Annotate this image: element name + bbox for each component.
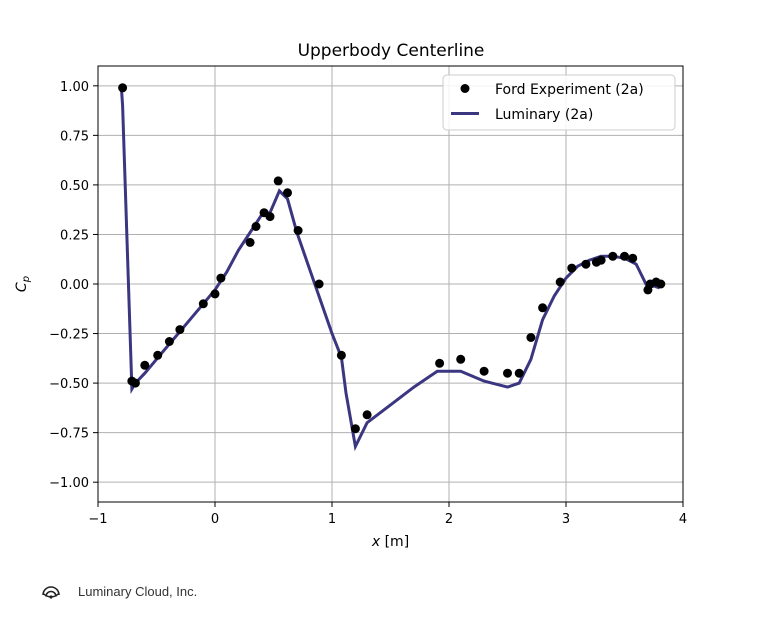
x-axis-label: x [m]: [371, 534, 409, 550]
data-point-experiment: [479, 366, 489, 376]
data-point-experiment: [628, 253, 638, 263]
footer-company-name: Luminary Cloud, Inc.: [78, 583, 198, 599]
data-point-experiment: [216, 273, 226, 283]
legend-marker-experiment: [460, 84, 470, 93]
x-tick-label: −1: [88, 512, 107, 527]
data-point-experiment: [503, 368, 512, 378]
data-point-experiment: [567, 263, 577, 273]
data-point-experiment: [210, 289, 220, 299]
data-point-experiment: [538, 303, 548, 313]
data-point-experiment: [596, 255, 606, 265]
data-point-experiment: [656, 279, 666, 289]
data-point-experiment: [245, 237, 255, 247]
x-tick-label: 1: [328, 512, 336, 527]
x-tick-label: 0: [211, 512, 219, 527]
data-point-experiment: [273, 176, 283, 186]
data-point-experiment: [283, 188, 292, 198]
data-point-experiment: [620, 251, 629, 261]
y-tick-label: −0.50: [49, 377, 89, 392]
y-tick-label: 0.50: [60, 179, 89, 194]
y-tick-label: 1.00: [60, 80, 89, 95]
y-tick-label: −0.25: [49, 328, 89, 343]
y-tick-label: −1.00: [49, 476, 89, 491]
data-point-experiment: [164, 337, 174, 346]
scatter-series-layer: [118, 83, 666, 434]
data-point-experiment: [293, 226, 303, 235]
data-point-experiment: [175, 325, 185, 335]
y-tick-label: −0.75: [49, 427, 89, 442]
axis-ticks: −1 0 1 2 3 4 −1.00 −0.75 −0.50 −0.25 0.00 0.25 0.50 0…: [49, 80, 687, 527]
data-point-experiment: [130, 378, 140, 388]
data-point-experiment: [362, 410, 372, 420]
x-tick-label: 4: [679, 512, 687, 527]
data-point-experiment: [140, 360, 150, 370]
data-point-experiment: [555, 277, 565, 287]
cp-chart: Upperbody Centerline −1 0 1 2 3 4 −1.00 −0.75 −0…: [14, 41, 687, 550]
data-point-experiment: [251, 222, 261, 231]
data-point-experiment: [336, 350, 346, 360]
y-tick-label: 0.75: [60, 129, 89, 144]
legend-box: [442, 74, 676, 131]
x-tick-label: 3: [562, 512, 570, 527]
data-point-experiment: [526, 333, 536, 342]
data-point-experiment: [581, 259, 591, 269]
x-tick-label: 2: [445, 512, 453, 527]
luminary-logo-icon: [42, 586, 60, 599]
y-axis-label: Cp: [14, 276, 32, 292]
y-tick-label: 0.25: [60, 228, 89, 243]
legend-label-luminary: Luminary (2a): [495, 107, 593, 123]
data-point-experiment: [608, 251, 618, 261]
data-point-experiment: [456, 354, 466, 364]
data-point-experiment: [314, 279, 324, 289]
data-point-experiment: [153, 350, 163, 360]
data-point-experiment: [265, 212, 275, 222]
series-line-luminary: [119, 87, 661, 452]
line-series-layer: [119, 87, 661, 452]
data-point-experiment: [435, 358, 445, 368]
y-tick-label: 0.00: [60, 278, 89, 293]
legend-label-experiment: Ford Experiment (2a): [495, 82, 644, 98]
footer: Luminary Cloud, Inc.: [40, 578, 197, 604]
legend: Ford Experiment (2a) Luminary (2a): [442, 74, 676, 131]
data-point-experiment: [350, 424, 360, 434]
grid: [97, 66, 684, 502]
data-point-experiment: [514, 368, 524, 378]
chart-title: Upperbody Centerline: [298, 41, 485, 61]
data-point-experiment: [198, 299, 208, 309]
data-point-experiment: [118, 83, 128, 93]
